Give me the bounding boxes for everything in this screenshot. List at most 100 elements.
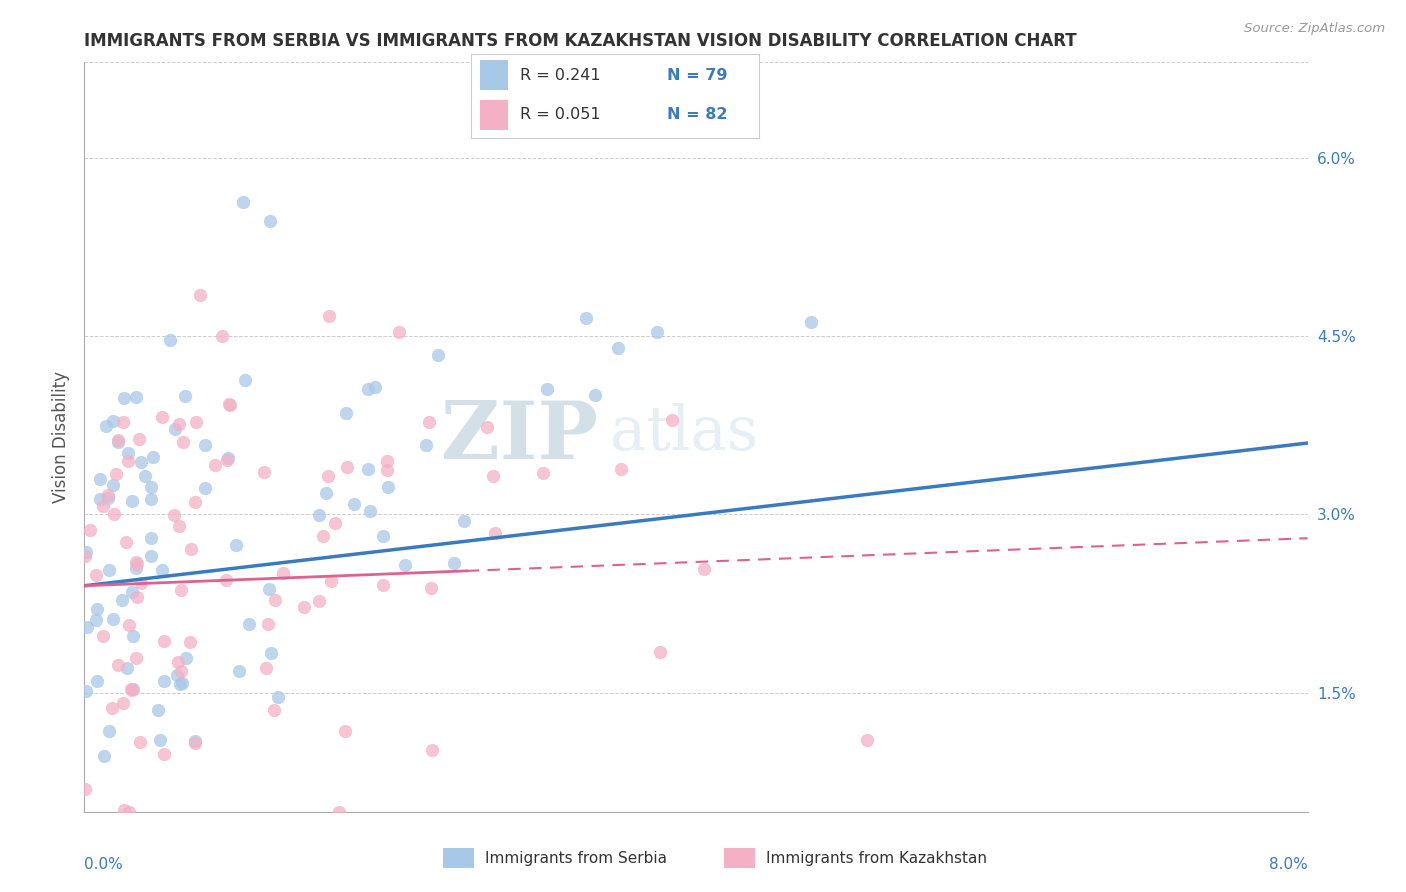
Point	[159, 333, 181, 347]
Point	[121, 681, 143, 696]
Point	[377, 479, 399, 493]
Point	[217, 450, 239, 465]
Point	[121, 682, 143, 697]
Point	[76, 620, 98, 634]
Bar	[479, 61, 509, 90]
Point	[91, 499, 114, 513]
Point	[357, 462, 380, 476]
Point	[142, 450, 165, 464]
Point	[153, 673, 176, 688]
Text: N = 79: N = 79	[666, 68, 727, 83]
Point	[253, 466, 276, 480]
Point	[165, 422, 187, 436]
Point	[364, 379, 387, 393]
Point	[219, 398, 242, 412]
Text: R = 0.051: R = 0.051	[520, 107, 600, 122]
Point	[264, 593, 287, 607]
Point	[292, 600, 315, 615]
Point	[204, 458, 226, 472]
Point	[333, 724, 356, 739]
Point	[184, 495, 207, 509]
Point	[335, 460, 357, 475]
Point	[125, 391, 148, 405]
Point	[167, 655, 190, 669]
Text: R = 0.241: R = 0.241	[520, 68, 600, 83]
Point	[477, 419, 499, 434]
Point	[335, 406, 357, 420]
Text: IMMIGRANTS FROM SERBIA VS IMMIGRANTS FROM KAZAKHSTAN VISION DISABILITY CORRELATI: IMMIGRANTS FROM SERBIA VS IMMIGRANTS FRO…	[84, 32, 1077, 50]
Point	[180, 542, 202, 557]
Point	[184, 734, 207, 748]
Point	[141, 481, 163, 495]
Point	[170, 583, 193, 598]
Point	[89, 492, 111, 507]
Point	[93, 748, 115, 763]
Point	[163, 508, 186, 522]
Point	[422, 743, 444, 757]
Text: Immigrants from Serbia: Immigrants from Serbia	[485, 851, 666, 865]
Point	[259, 646, 281, 660]
Point	[799, 315, 821, 329]
Point	[319, 574, 342, 589]
Point	[150, 410, 173, 425]
Point	[75, 781, 97, 796]
Point	[107, 434, 129, 448]
Point	[117, 661, 139, 675]
Point	[856, 733, 879, 747]
Point	[257, 616, 280, 631]
Point	[211, 329, 233, 343]
Point	[238, 617, 260, 632]
Point	[312, 529, 335, 543]
Point	[453, 514, 475, 528]
Point	[170, 664, 193, 678]
Bar	[479, 100, 509, 130]
Point	[233, 373, 256, 387]
Point	[574, 310, 596, 325]
Point	[531, 466, 554, 480]
Point	[263, 703, 285, 717]
Point	[128, 735, 150, 749]
Point	[415, 437, 437, 451]
Point	[125, 555, 148, 569]
Point	[103, 507, 125, 521]
Text: N = 82: N = 82	[666, 107, 727, 122]
Point	[167, 417, 190, 431]
Point	[152, 633, 174, 648]
Point	[536, 382, 558, 396]
Point	[254, 660, 277, 674]
Point	[118, 805, 141, 819]
Point	[172, 676, 194, 690]
Point	[121, 585, 143, 599]
Point	[645, 325, 668, 339]
Point	[194, 438, 217, 452]
Point	[259, 214, 281, 228]
Point	[84, 613, 107, 627]
Point	[152, 747, 174, 761]
Point	[97, 491, 120, 505]
Text: 0.0%: 0.0%	[84, 856, 124, 871]
Point	[173, 389, 195, 403]
Point	[97, 723, 120, 738]
Point	[648, 645, 671, 659]
Point	[315, 486, 337, 500]
Point	[101, 414, 124, 428]
Point	[98, 563, 121, 577]
Point	[125, 651, 148, 665]
Point	[114, 535, 136, 549]
Point	[94, 418, 117, 433]
Point	[166, 667, 188, 681]
Y-axis label: Vision Disability: Vision Disability	[52, 371, 70, 503]
Point	[356, 382, 378, 396]
Point	[101, 701, 124, 715]
Point	[257, 582, 280, 596]
Point	[375, 454, 398, 468]
Text: 8.0%: 8.0%	[1268, 856, 1308, 871]
Point	[93, 629, 115, 643]
Point	[111, 696, 134, 710]
Point	[172, 435, 194, 450]
Point	[121, 493, 143, 508]
Point	[266, 690, 288, 704]
Point	[308, 508, 330, 522]
Point	[418, 415, 440, 429]
Point	[125, 557, 148, 571]
